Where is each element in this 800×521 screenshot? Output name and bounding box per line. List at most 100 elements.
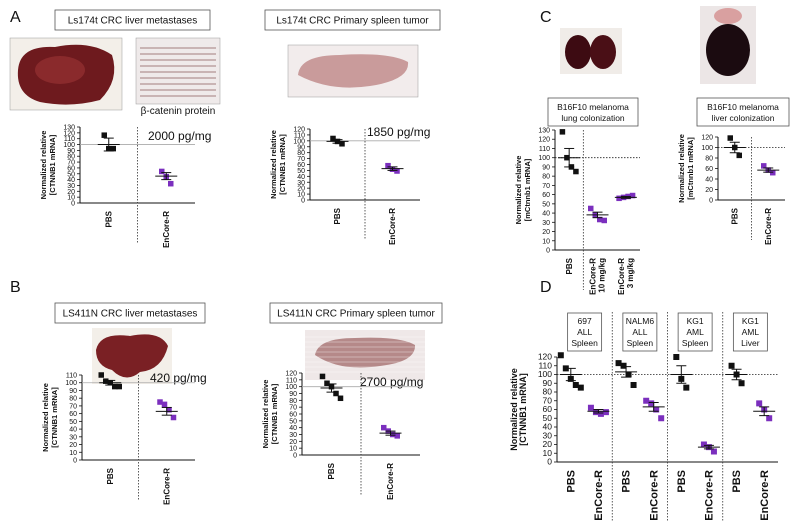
x-tick-label: PBS xyxy=(565,470,577,493)
y-tick-label: 60 xyxy=(297,162,305,169)
x-tick-label: EnCore-R xyxy=(589,258,598,295)
y-tick-label: 40 xyxy=(67,177,75,184)
y-tick-label: 10 xyxy=(542,238,550,245)
y-tick-label: 120 xyxy=(701,135,713,142)
y-tick-label: 110 xyxy=(538,360,552,370)
y-tick-label: 100 xyxy=(285,384,297,391)
data-point xyxy=(161,401,168,408)
chart-title: B16F10 melanoma xyxy=(707,102,779,112)
y-tick-label: 60 xyxy=(289,412,297,419)
y-axis-label: Normalized relative xyxy=(269,130,278,199)
data-point xyxy=(620,362,627,369)
y-tick-label: 120 xyxy=(538,352,552,362)
title-box xyxy=(547,97,639,127)
y-tick-label: 50 xyxy=(69,419,77,426)
y-tick-label: 40 xyxy=(297,174,305,181)
chart-title: B16F10 melanoma xyxy=(557,102,629,112)
error-bar xyxy=(593,409,604,414)
photo-beta-catenin xyxy=(135,37,221,105)
y-tick-label: 0 xyxy=(73,458,77,465)
group-box xyxy=(622,312,658,352)
panel-letter: B xyxy=(10,279,21,296)
y-tick-label: 30 xyxy=(543,430,553,440)
y-tick-label: 70 xyxy=(542,183,550,190)
y-tick-label: 80 xyxy=(289,398,297,405)
data-point xyxy=(756,400,763,407)
group-box xyxy=(732,312,768,352)
y-axis-label: Normalized relative xyxy=(677,134,686,203)
data-point xyxy=(700,441,707,448)
error-bar xyxy=(676,365,687,384)
error-bar xyxy=(161,406,172,416)
data-point xyxy=(683,384,690,391)
annotation: 2000 pg/mg xyxy=(148,129,211,143)
x-tick-label: PBS xyxy=(565,257,574,274)
y-tick-label: 50 xyxy=(543,413,553,423)
y-tick-label: 80 xyxy=(705,156,713,163)
y-tick-label: 70 xyxy=(543,395,553,405)
data-point xyxy=(577,384,584,391)
y-axis-label: [CTNNB1 mRNA] xyxy=(518,373,528,446)
group-box xyxy=(677,312,713,352)
y-tick-label: 110 xyxy=(286,377,297,384)
data-point xyxy=(648,400,655,407)
group-label: KG1 xyxy=(687,316,704,326)
group-label: Spleen xyxy=(627,338,654,348)
y-tick-label: 90 xyxy=(543,378,553,388)
x-tick-label: EnCore-R xyxy=(593,470,605,521)
data-point xyxy=(394,168,400,174)
x-tick-label: 3 mg/kg xyxy=(626,258,635,288)
data-point xyxy=(601,217,607,224)
y-tick-label: 80 xyxy=(297,150,305,157)
y-tick-label: 30 xyxy=(542,220,550,227)
y-tick-label: 60 xyxy=(67,165,75,172)
data-point xyxy=(116,383,122,390)
group-label: ALL xyxy=(577,327,592,337)
y-tick-label: 40 xyxy=(542,211,550,218)
annotation: 420 pg/mg xyxy=(150,371,207,385)
y-tick-label: 20 xyxy=(543,439,553,449)
data-point xyxy=(112,383,118,390)
data-point xyxy=(168,180,174,187)
y-tick-label: 120 xyxy=(538,137,550,144)
panel-letter: D xyxy=(540,279,552,296)
y-tick-label: 100 xyxy=(538,155,550,162)
data-point xyxy=(339,141,345,147)
x-tick-label: EnCore-R xyxy=(704,470,716,521)
chart-title: Ls174t CRC liver metastases xyxy=(68,16,198,27)
x-tick-label: PBS xyxy=(327,462,336,479)
data-point xyxy=(337,395,344,402)
group-label: ALL xyxy=(632,327,647,337)
y-tick-label: 10 xyxy=(69,450,77,457)
y-tick-label: 0 xyxy=(546,248,550,255)
data-point xyxy=(324,380,330,386)
y-tick-label: 10 xyxy=(289,446,297,453)
chart-title: LS411N CRC Primary spleen tumor xyxy=(277,309,435,320)
data-point xyxy=(110,145,116,152)
y-tick-label: 130 xyxy=(63,125,75,132)
photo-spleen-b xyxy=(305,330,425,380)
x-tick-label: PBS xyxy=(104,210,113,227)
y-tick-label: 120 xyxy=(63,130,75,137)
error-bar xyxy=(564,147,575,168)
y-tick-label: 0 xyxy=(709,198,713,205)
y-tick-label: 0 xyxy=(71,201,75,208)
y-tick-label: 20 xyxy=(69,442,77,449)
data-point xyxy=(766,415,773,422)
y-tick-label: 90 xyxy=(69,388,77,395)
photo-lung-c xyxy=(560,28,622,74)
y-tick-label: 90 xyxy=(297,144,305,151)
y-tick-label: 30 xyxy=(297,180,305,187)
data-point xyxy=(736,152,742,159)
group-label: Spleen xyxy=(571,338,598,348)
group-label: 697 xyxy=(578,316,592,326)
data-point xyxy=(98,372,104,378)
group-label: NALM6 xyxy=(626,316,655,326)
y-tick-label: 80 xyxy=(67,154,75,161)
y-axis-label: Normalized relative xyxy=(261,380,270,449)
y-tick-label: 30 xyxy=(67,183,75,190)
error-bar xyxy=(161,172,172,181)
data-point xyxy=(333,390,339,397)
data-point xyxy=(728,362,735,369)
